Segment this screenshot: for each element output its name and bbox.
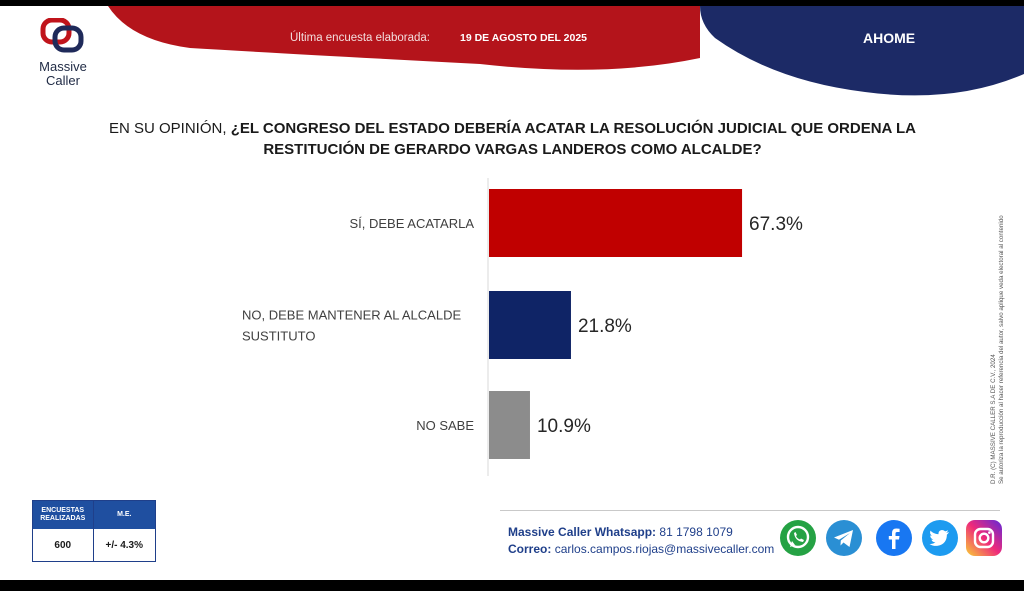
category-label-1: SÍ, DEBE ACATARLA (349, 216, 474, 231)
twitter-icon[interactable] (922, 520, 958, 556)
copyright-note: D.R. (C) MASSIVE CALLER S.A DE C.V., 202… (990, 124, 1006, 484)
logo-mark-icon (40, 17, 84, 53)
category-label-2-line1: NO, DEBE MANTENER AL ALCALDE (242, 308, 461, 323)
category-label-2-line2: SUSTITUTO (242, 329, 315, 344)
value-label-3: 10.9% (537, 416, 591, 437)
survey-slide: Massive Caller Última encuesta elaborada… (0, 6, 1024, 580)
bar-2 (489, 291, 571, 359)
region-label: AHOME (863, 30, 916, 46)
header-banner (108, 6, 1024, 96)
surveys-header: ENCUESTAS REALIZADAS (40, 507, 86, 522)
value-label-1: 67.3% (749, 214, 803, 235)
last-survey-label: Última encuesta elaborada: (290, 32, 430, 44)
surveys-value: 600 (54, 539, 72, 551)
bar-3 (489, 391, 530, 459)
value-label-2: 21.8% (578, 316, 632, 337)
margin-error-value: +/- 4.3% (92, 529, 155, 561)
last-survey-date: 19 DE AGOSTO DEL 2025 (460, 32, 588, 44)
bar-chart: 67.3% SÍ, DEBE ACATARLA 21.8% NO, DEBE MANT… (242, 178, 803, 476)
bar-1 (489, 189, 743, 257)
banner-red-shape (108, 6, 700, 70)
email-label: Correo: (508, 542, 552, 556)
copyright-line1: D.R. (C) MASSIVE CALLER S.A DE C.V., 202… (990, 354, 997, 484)
email-link[interactable]: carlos.campos.riojas@massivecaller.com (554, 542, 775, 556)
contact-divider (500, 510, 1000, 511)
question-text: ¿EL CONGRESO DEL ESTADO DEBERÍA ACATAR L… (230, 120, 916, 158)
whatsapp-icon[interactable] (780, 520, 816, 556)
survey-question: EN SU OPINIÓN, ¿EL CONGRESO DEL ESTADO D… (60, 118, 965, 160)
logo-name-line2: Caller (46, 73, 80, 88)
whatsapp-number[interactable]: 81 1798 1079 (659, 525, 733, 539)
whatsapp-label: Massive Caller Whatsapp: (508, 525, 657, 539)
brand-logo: Massive Caller (28, 17, 98, 88)
banner-blue-shape (700, 6, 1024, 96)
facebook-icon[interactable] (876, 520, 912, 556)
logo-name-line1: Massive (39, 59, 87, 74)
copyright-line2: Se autoriza la reproducción al hacer ref… (998, 215, 1005, 484)
question-prefix: EN SU OPINIÓN, (109, 120, 231, 137)
margin-error-header: M.E. (92, 501, 155, 529)
contact-info: Massive Caller Whatsapp: 81 1798 1079 Co… (508, 524, 774, 558)
category-label-3: NO SABE (416, 418, 474, 433)
survey-info-table: ENCUESTAS REALIZADAS M.E. 600 +/- 4.3% (32, 500, 156, 562)
telegram-icon[interactable] (826, 520, 862, 556)
instagram-icon[interactable] (966, 520, 1002, 556)
